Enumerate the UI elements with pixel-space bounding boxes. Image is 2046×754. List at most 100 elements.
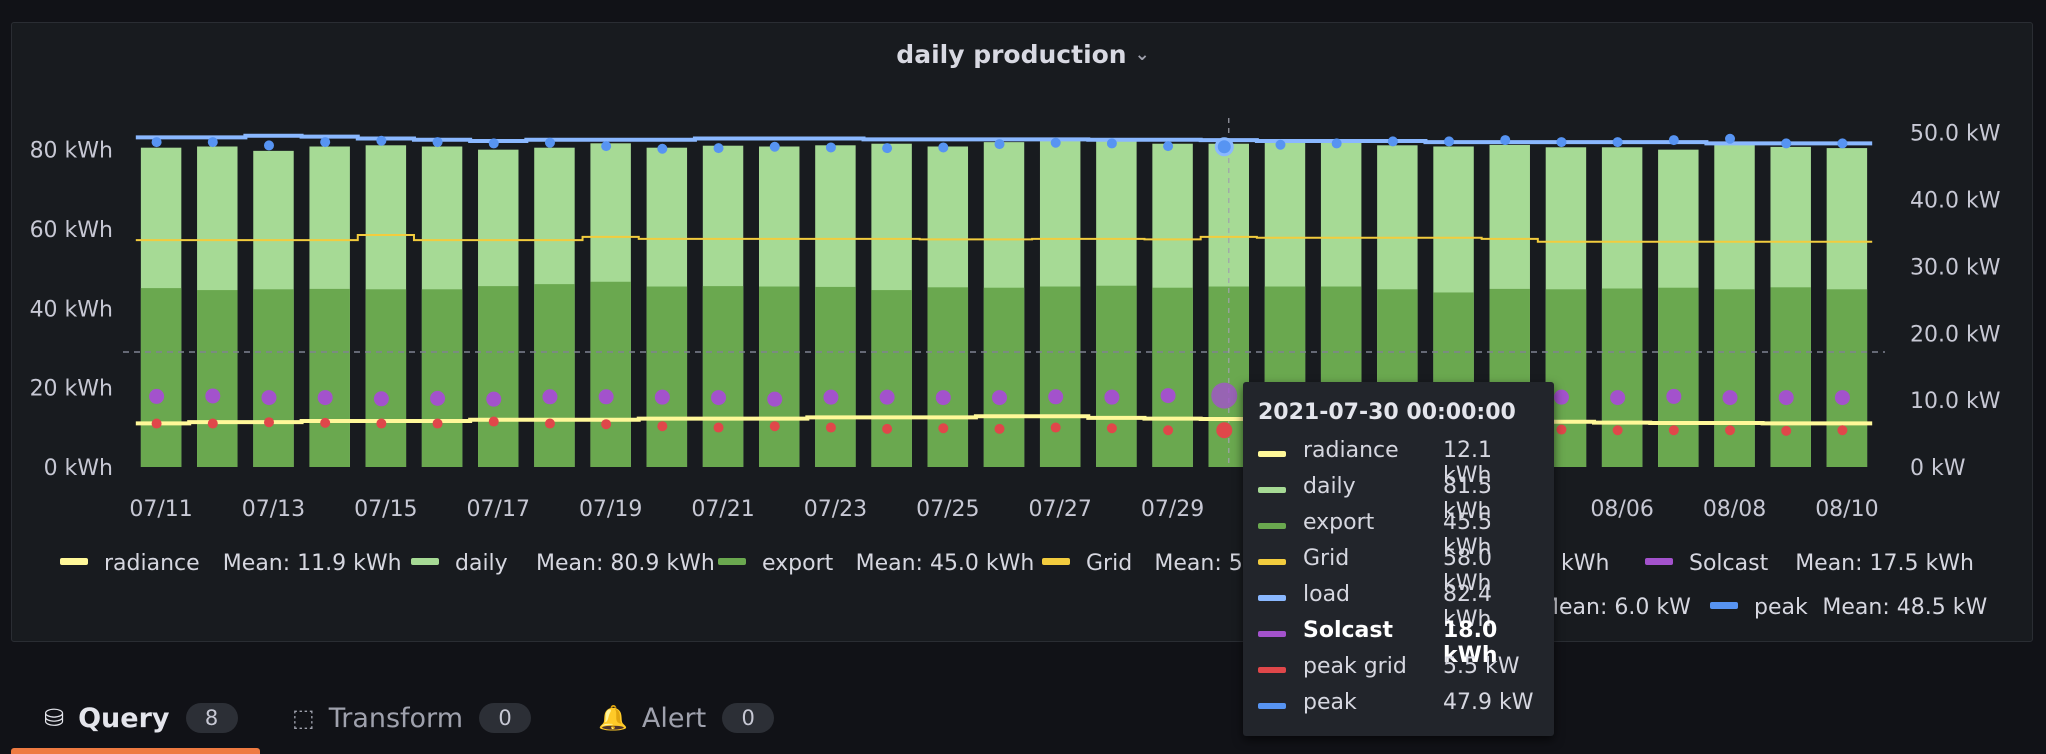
tooltip-value: 58.0 kWh: [1443, 546, 1492, 596]
tab-alert-count: 0: [722, 703, 775, 733]
legend-mean: Mean: 57: [1154, 551, 1256, 576]
tooltip-row: daily 81.5 kWh: [1258, 474, 1543, 524]
point-peak: [1214, 137, 1234, 157]
tab-alert[interactable]: 🔔 Alert 0: [598, 690, 775, 746]
line-radiance: [135, 414, 1873, 426]
point-peak: [882, 143, 893, 154]
point-peak: [1500, 135, 1511, 146]
tooltip-label: peak: [1303, 690, 1357, 715]
point-peak-grid: [263, 417, 274, 428]
tooltip-swatch: [1258, 631, 1286, 637]
bar-export: [927, 287, 969, 467]
point-peak-grid: [1837, 425, 1848, 436]
point-peak: [1444, 136, 1455, 147]
y-right-tick: 20.0 kW: [1910, 322, 2001, 347]
point-peak: [1725, 133, 1736, 144]
point-solcast: [1211, 382, 1238, 409]
tooltip-label: load: [1303, 582, 1351, 607]
bar-export: [197, 290, 238, 467]
legend-swatch: [411, 558, 439, 565]
tooltip-label: export: [1303, 510, 1375, 535]
bar-export: [1714, 289, 1755, 467]
point-peak: [1106, 138, 1117, 149]
x-tick: 08/10: [1815, 497, 1878, 522]
point-solcast: [486, 391, 502, 407]
bar-export: [1826, 289, 1868, 467]
x-tick: 07/27: [1028, 497, 1091, 522]
point-peak: [1387, 136, 1398, 147]
point-solcast: [205, 388, 221, 404]
tooltip-row: radiance 12.1 kWh: [1258, 438, 1543, 488]
legend-mean: Mean: 6.0 kW: [1540, 595, 1691, 620]
x-tick: 07/21: [691, 497, 754, 522]
tooltip-value: 45.5 kWh: [1443, 510, 1492, 560]
tab-transform[interactable]: ⬚ Transform 0: [292, 690, 531, 746]
point-peak: [207, 137, 218, 148]
legend-name: Grid: [1086, 551, 1132, 576]
bar-export: [1096, 285, 1137, 467]
x-tick: 07/23: [804, 497, 867, 522]
chevron-down-icon[interactable]: ⌄: [1134, 44, 1150, 65]
bell-icon: 🔔: [598, 704, 628, 732]
bar-export: [309, 288, 350, 467]
point-solcast: [1048, 389, 1064, 405]
point-peak: [713, 143, 724, 154]
point-solcast: [317, 390, 333, 406]
tooltip-swatch: [1258, 559, 1286, 565]
point-solcast: [767, 391, 783, 407]
point-peak: [488, 138, 499, 149]
point-peak-grid: [544, 418, 555, 429]
y-right-tick: 10.0 kW: [1910, 389, 2001, 414]
point-peak-grid: [320, 417, 331, 428]
bar-export: [1039, 286, 1081, 467]
tooltip-value: 82.4 kWh: [1443, 582, 1492, 632]
point-peak-grid: [1781, 425, 1792, 436]
line-grid: [135, 233, 1873, 243]
y-left-tick: 60 kWh: [30, 218, 113, 243]
point-peak-grid: [994, 423, 1005, 434]
point-solcast: [992, 390, 1008, 406]
point-peak: [263, 140, 274, 151]
tab-query[interactable]: ⛁ Query 8: [44, 690, 238, 746]
point-solcast: [1778, 390, 1794, 406]
tooltip-label: Grid: [1303, 546, 1350, 571]
x-tick: 08/08: [1703, 497, 1766, 522]
tab-transform-count: 0: [479, 703, 531, 733]
tab-query-label: Query: [78, 702, 170, 734]
y-right-tick: 0 kW: [1910, 456, 1966, 481]
x-tick: 07/25: [916, 497, 979, 522]
tooltip-row: load 82.4 kWh: [1258, 582, 1543, 632]
point-solcast: [823, 389, 839, 405]
y-left-tick: 80 kWh: [30, 139, 113, 164]
y-right-tick: 30.0 kW: [1910, 255, 2001, 280]
tooltip-swatch: [1258, 595, 1286, 601]
tab-alert-label: Alert: [641, 702, 707, 734]
legend-swatch: [60, 558, 88, 565]
point-peak: [938, 142, 949, 153]
tooltip-time: 2021-07-30 00:00:00: [1258, 400, 1516, 425]
point-peak-grid: [1612, 425, 1623, 436]
tooltip-value: 81.5 kWh: [1443, 474, 1492, 524]
point-peak-grid: [657, 421, 668, 432]
point-peak: [1668, 135, 1679, 146]
point-peak: [320, 137, 331, 148]
legend-name: daily: [455, 551, 508, 576]
tooltip-row: Solcast 18.0 kWh: [1258, 618, 1543, 668]
point-solcast: [1553, 389, 1569, 405]
point-peak: [1050, 137, 1061, 148]
bar-export: [983, 287, 1025, 467]
bar-export: [1601, 288, 1643, 467]
active-tab-indicator: [11, 748, 260, 754]
point-solcast: [542, 389, 558, 405]
bar-export: [590, 281, 631, 467]
legend-mean: Mean: 11.9 kWh: [223, 551, 402, 576]
point-peak-grid: [1106, 423, 1117, 434]
point-peak: [1556, 137, 1567, 148]
bar-export: [646, 286, 688, 467]
point-peak: [151, 137, 162, 148]
panel-title[interactable]: daily production ⌄: [0, 40, 2046, 69]
tooltip-row: peak 47.9 kW: [1258, 690, 1543, 722]
point-peak: [1781, 138, 1792, 149]
transform-icon: ⬚: [292, 704, 315, 732]
